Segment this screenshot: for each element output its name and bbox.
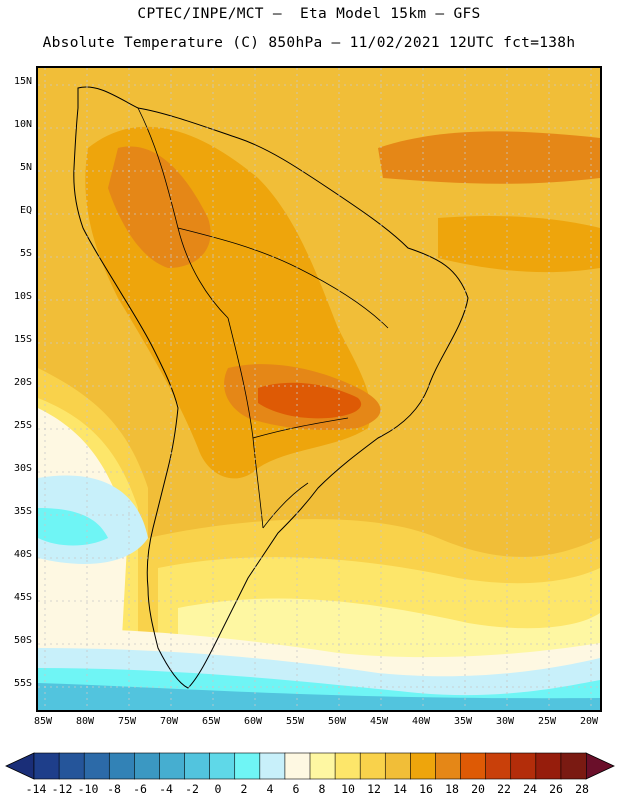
colorbar-label: 26 [549,782,563,796]
colorbar-swatch [510,752,537,780]
lon-label: 60W [243,716,263,727]
border-line-4 [252,417,349,439]
colorbar-label: 18 [445,782,459,796]
colorbar-label: -14 [25,782,47,796]
lon-label: 20W [579,716,599,727]
lon-label: 50W [327,716,347,727]
colorbar-label: 14 [393,782,407,796]
temperature-map-svg [38,68,600,710]
colorbar-label: -10 [77,782,99,796]
colorbar-label: 4 [266,782,274,796]
colorbar-label: 0 [214,782,222,796]
colorbar-swatches [33,752,587,780]
lat-label: 35S [13,506,32,517]
colorbar-swatch [58,752,85,780]
coastline [73,86,469,689]
lat-label: 10N [13,119,32,130]
colorbar-swatch [159,752,186,780]
lon-label: 70W [159,716,179,727]
lat-label: EQ [19,205,32,216]
lon-label: 35W [453,716,473,727]
lat-label: 5S [19,248,32,259]
lat-label: 50S [13,635,32,646]
lat-label: 25S [13,420,32,431]
colorbar-label: -6 [133,782,147,796]
colorbar-swatch [33,752,60,780]
colorbar-swatch [259,752,286,780]
colorbar [5,752,615,780]
colorbar-swatch [284,752,311,780]
colorbar-swatch [485,752,512,780]
colorbar-swatch [108,752,135,780]
colorbar-label: 24 [523,782,537,796]
colorbar-label: 10 [341,782,355,796]
lon-label: 40W [411,716,431,727]
lon-label: 55W [285,716,305,727]
colorbar-swatch [410,752,437,780]
lat-label: 15S [13,334,32,345]
colorbar-label: 20 [471,782,485,796]
colorbar-swatch [309,752,336,780]
field-band-0-south [38,683,600,710]
colorbar-swatch [384,752,411,780]
colorbar-label: -8 [107,782,121,796]
colorbar-swatch [435,752,462,780]
lat-label: 5N [19,162,32,173]
lon-label: 25W [537,716,557,727]
colorbar-label: 6 [292,782,300,796]
colorbar-label: 22 [497,782,511,796]
colorbar-swatch [134,752,161,780]
field-band-22-hotspot [258,382,362,419]
lat-label: 45S [13,592,32,603]
lat-label: 40S [13,549,32,560]
lat-label: 30S [13,463,32,474]
lon-label: 75W [117,716,137,727]
lat-label: 15N [13,76,32,87]
colorbar-swatch [334,752,361,780]
colorbar-label: 8 [318,782,326,796]
colorbar-swatch [184,752,211,780]
border-line-1 [137,107,229,319]
colorbar-swatch [460,752,487,780]
lon-label: 65W [201,716,221,727]
colorbar-swatch [560,752,587,780]
lat-label: 20S [13,377,32,388]
colorbar-swatch [359,752,386,780]
border-line-5 [262,482,309,529]
colorbar-swatch [535,752,562,780]
colorbar-arrow-high [585,752,615,780]
colorbar-swatch [209,752,236,780]
lat-label: 55S [13,678,32,689]
colorbar-label: -2 [185,782,199,796]
colorbar-label: 12 [367,782,381,796]
colorbar-swatch [234,752,261,780]
lon-label: 30W [495,716,515,727]
colorbar-label: -4 [159,782,173,796]
lat-label: 10S [13,291,32,302]
colorbar-label: 2 [240,782,248,796]
chart-title-line-1: CPTEC/INPE/MCT – Eta Model 15km – GFS [137,6,481,22]
colorbar-label: -12 [51,782,73,796]
field-band-2-west [38,508,108,546]
temperature-map [36,66,602,712]
field-band-20-atlantic [378,131,600,184]
lon-label: 45W [369,716,389,727]
chart-title-line-2: Absolute Temperature (C) 850hPa – 11/02/… [42,35,576,51]
colorbar-label: 16 [419,782,433,796]
colorbar-label: 28 [575,782,589,796]
field-band-18-atlantic [438,216,600,273]
colorbar-arrow-low [5,752,35,780]
lon-label: 85W [33,716,53,727]
colorbar-swatch [83,752,110,780]
lon-label: 80W [75,716,95,727]
field-band-20-north [108,146,211,268]
